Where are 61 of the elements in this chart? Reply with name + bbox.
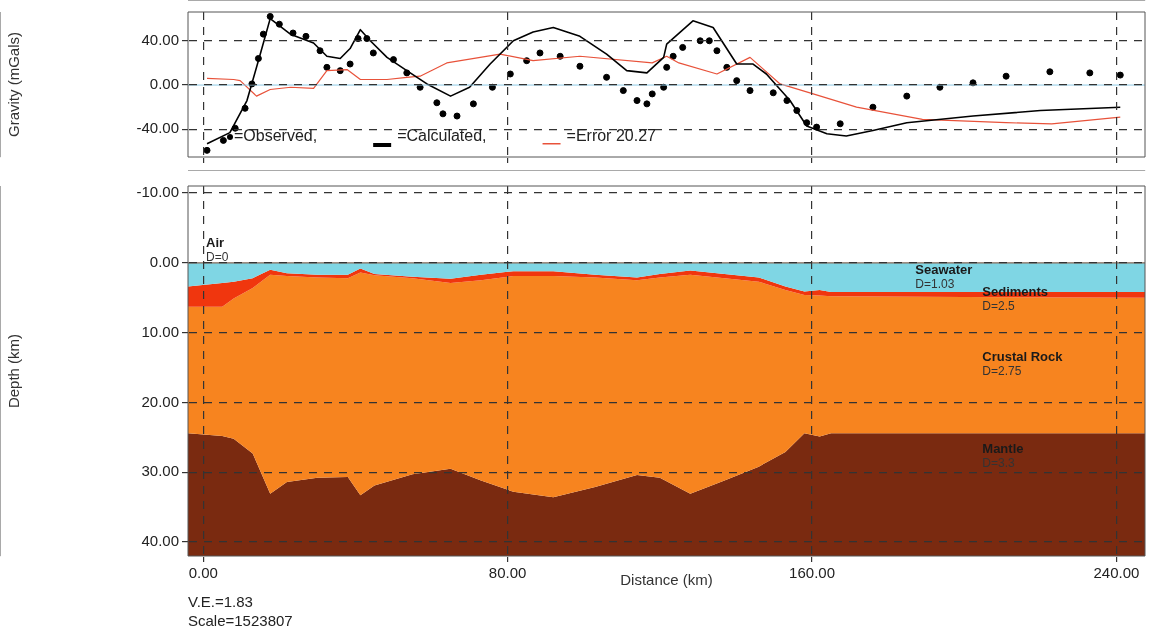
series-label: Seawater D=1.03 (915, 261, 973, 292)
x-axis-title: Distance (km) (620, 571, 713, 589)
y-tick-label: 40.00 (141, 30, 179, 48)
y-tick-label: -10.00 (136, 183, 179, 201)
point (733, 77, 741, 85)
point (453, 112, 461, 120)
point (266, 12, 274, 20)
point (619, 87, 627, 95)
point (836, 120, 844, 128)
point (669, 52, 677, 60)
y-axis-title: Depth (km) (5, 333, 23, 409)
y-tick-label: 40.00 (141, 532, 179, 550)
point (869, 103, 877, 111)
point (643, 100, 651, 108)
legend-label: =Error 20.27 (566, 127, 657, 145)
point (302, 32, 310, 40)
text: V.E.=1.83 (188, 592, 254, 611)
point (769, 89, 777, 97)
point (369, 49, 377, 57)
series-label: Crustal Rock D=2.75 (982, 349, 1064, 379)
point (633, 97, 641, 105)
point (576, 62, 584, 70)
x-tick-label: 80.00 (488, 564, 527, 582)
legend-label: =Calculated, (397, 127, 487, 145)
point (746, 87, 754, 95)
point (536, 49, 544, 57)
series-label: Air D=0 (206, 234, 229, 265)
point (469, 100, 477, 108)
point (1002, 72, 1010, 80)
legend-label: =Observed, (234, 127, 318, 145)
y-tick-label: -40.00 (136, 119, 179, 137)
point (323, 63, 331, 71)
point (1116, 71, 1124, 79)
x-tick-label: 160.00 (789, 564, 835, 582)
point (219, 136, 227, 144)
point (1086, 69, 1094, 77)
point (648, 90, 656, 98)
point (346, 60, 354, 68)
y-axis-title: Gravity (mGals) (5, 32, 23, 137)
y-tick-label: 10.00 (141, 322, 179, 340)
point (506, 70, 514, 78)
x-tick-label: 0.00 (188, 564, 218, 582)
point (903, 92, 911, 100)
point (1046, 68, 1054, 76)
y-tick-label: 20.00 (141, 392, 179, 410)
point (316, 47, 324, 55)
point (696, 37, 704, 45)
y-tick-label: 0.00 (149, 75, 179, 93)
point (203, 146, 211, 154)
y-tick-label: 30.00 (141, 462, 179, 480)
point (705, 37, 713, 45)
text: Scale=1523807 (188, 611, 293, 630)
point (433, 99, 441, 107)
point (679, 43, 687, 51)
x-tick-label: 240.00 (1093, 564, 1140, 582)
point (603, 73, 611, 81)
point (713, 47, 721, 55)
point (439, 110, 447, 118)
y-tick-label: 0.00 (149, 252, 179, 270)
point (663, 63, 671, 71)
series-label: Mantle D=3.3 (982, 441, 1024, 471)
